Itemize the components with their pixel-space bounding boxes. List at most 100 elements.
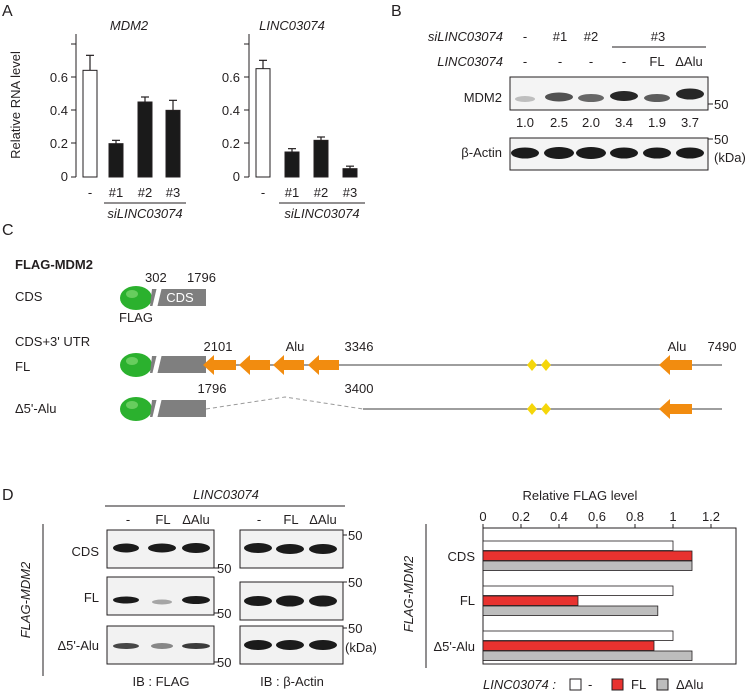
legend-swatch-fl bbox=[611, 678, 624, 691]
b-quant-2: 2.5 bbox=[550, 115, 568, 130]
c-cds-box-label: CDS bbox=[166, 290, 194, 305]
alu-arrow bbox=[273, 355, 304, 375]
motif-diamond bbox=[527, 359, 537, 371]
d-blots-flag bbox=[106, 529, 215, 665]
b-quant-1: 1.0 bbox=[516, 115, 534, 130]
d-bar-3-2 bbox=[482, 640, 655, 651]
alu-arrow bbox=[659, 355, 692, 375]
a1-bar-2 bbox=[108, 143, 124, 178]
a-chart2-title: LINC03074 bbox=[259, 18, 325, 33]
d-xtick-label-3: 0.6 bbox=[588, 509, 606, 524]
d-chart-legend: LINC03074 : - FL ΔAlu bbox=[483, 677, 703, 692]
d-lane2-right: FL bbox=[283, 512, 298, 527]
b-blot1-marker: 50 bbox=[714, 97, 728, 112]
alu-arrow bbox=[308, 355, 339, 375]
c-delta-label: Δ5'-Alu bbox=[15, 401, 57, 416]
panel-label-b: B bbox=[391, 3, 402, 20]
a1-group-label: siLINC03074 bbox=[107, 206, 182, 221]
a1-xtick-1: #1 bbox=[109, 185, 123, 200]
d-chart-title: Relative FLAG level bbox=[523, 488, 638, 503]
d-bar-1-3 bbox=[482, 560, 693, 571]
d-marker-r2: 50 bbox=[348, 575, 362, 590]
c-cds-label: CDS bbox=[15, 289, 43, 304]
d-lane1-right: - bbox=[257, 512, 261, 527]
a1-bar-3 bbox=[137, 101, 153, 178]
legend-label-none: - bbox=[588, 677, 592, 692]
d-xtick-label-4: 0.8 bbox=[626, 509, 644, 524]
a1-bar-1 bbox=[82, 69, 98, 178]
c-cds-construct: CDS bbox=[120, 286, 206, 310]
motif-diamond bbox=[541, 359, 551, 371]
a2-xtick-3: #3 bbox=[343, 185, 357, 200]
d-marker-r3: 50 bbox=[348, 621, 362, 636]
d-ib-actin: IB : β-Actin bbox=[260, 674, 324, 689]
c-d-n1796: 1796 bbox=[198, 381, 227, 396]
d-lane1-left: - bbox=[126, 512, 130, 527]
d-chart-cat-cds: CDS bbox=[448, 549, 476, 564]
b-kda-label: (kDa) bbox=[714, 150, 746, 165]
d-lane2-left: FL bbox=[155, 512, 170, 527]
c-title: FLAG-MDM2 bbox=[15, 257, 93, 272]
panel-label-a: A bbox=[2, 3, 13, 20]
d-bar-2-3 bbox=[482, 605, 659, 616]
d-xtick-label-6: 1.2 bbox=[702, 509, 720, 524]
a-chart-mdm2: MDM2 0 0.2 0.4 0.6 - #1 #2 #3 siLINC0307… bbox=[50, 18, 186, 221]
legend-prefix: LINC03074 : bbox=[483, 677, 556, 692]
c-n7490: 7490 bbox=[708, 339, 737, 354]
c-utr-label: CDS+3' UTR bbox=[15, 334, 90, 349]
c-fl-construct bbox=[120, 353, 722, 377]
alu-arrow bbox=[239, 355, 270, 375]
c-alu1-label: Alu bbox=[286, 339, 305, 354]
b-blot2-marker: 50 bbox=[714, 132, 728, 147]
a1-xtick-2: #2 bbox=[138, 185, 152, 200]
a1-ytick-0: 0 bbox=[61, 169, 68, 184]
b-row1-lane1: - bbox=[523, 29, 527, 44]
c-n3346: 3346 bbox=[345, 339, 374, 354]
d-blots-actin bbox=[239, 529, 344, 665]
a2-ytick-1: 0.2 bbox=[222, 136, 240, 151]
d-marker-2: 50 bbox=[217, 606, 231, 621]
b-row1-label: siLINC03074 bbox=[428, 29, 503, 44]
c-d-n3400: 3400 bbox=[345, 381, 374, 396]
a1-ytick-2: 0.4 bbox=[50, 103, 68, 118]
motif-diamond bbox=[541, 403, 551, 415]
d-lane3-left: ΔAlu bbox=[182, 512, 209, 527]
b-row2-label: LINC03074 bbox=[437, 54, 503, 69]
b-quant-3: 2.0 bbox=[582, 115, 600, 130]
b-row1-lane2: #1 bbox=[553, 29, 567, 44]
a2-group-label: siLINC03074 bbox=[284, 206, 359, 221]
b-quant-6: 3.7 bbox=[681, 115, 699, 130]
c-fl-label: FL bbox=[15, 359, 30, 374]
c-alu2-label: Alu bbox=[668, 339, 687, 354]
d-side-label: FLAG-MDM2 bbox=[18, 561, 33, 638]
a1-xtick-0: - bbox=[88, 185, 92, 200]
legend-swatch-dalu bbox=[656, 678, 669, 691]
c-n2101: 2101 bbox=[204, 339, 233, 354]
b-row2-lane2: - bbox=[558, 54, 562, 69]
d-row-cds: CDS bbox=[72, 544, 100, 559]
a2-bar-4 bbox=[342, 168, 358, 178]
a2-xtick-2: #2 bbox=[314, 185, 328, 200]
d-xtick-label-2: 0.4 bbox=[550, 509, 568, 524]
a-y-axis-label: Relative RNA level bbox=[8, 51, 23, 159]
b-row2-lane3: - bbox=[589, 54, 593, 69]
d-marker-1: 50 bbox=[217, 561, 231, 576]
b-row1-lane3: #2 bbox=[584, 29, 598, 44]
d-marker-3: 50 bbox=[217, 655, 231, 670]
panel-label-c: C bbox=[2, 222, 14, 239]
panel-label-d: D bbox=[2, 487, 14, 504]
a-chart-linc03074: LINC03074 0 0.2 0.4 0.6 - #1 #2 #3 siLIN… bbox=[222, 18, 365, 221]
d-lane3-right: ΔAlu bbox=[309, 512, 336, 527]
a2-xtick-1: #1 bbox=[285, 185, 299, 200]
d-header: LINC03074 bbox=[193, 487, 259, 502]
b-row2-lane6: ΔAlu bbox=[675, 54, 702, 69]
d-chart-cat-fl: FL bbox=[460, 593, 475, 608]
c-n302: 302 bbox=[145, 270, 167, 285]
a2-xtick-0: - bbox=[261, 185, 265, 200]
a2-bar-2 bbox=[284, 151, 300, 178]
b-quant-4: 3.4 bbox=[615, 115, 633, 130]
d-ib-flag: IB : FLAG bbox=[132, 674, 189, 689]
a1-ytick-1: 0.2 bbox=[50, 136, 68, 151]
legend-label-dalu: ΔAlu bbox=[676, 677, 703, 692]
